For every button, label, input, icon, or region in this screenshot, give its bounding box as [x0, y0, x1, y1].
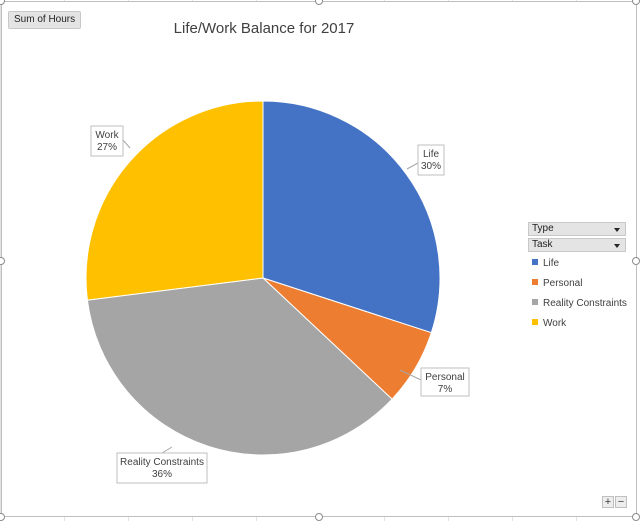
legend-item-work[interactable]: Work — [532, 317, 566, 331]
data-label-category-life: Life — [423, 149, 440, 160]
callout-leader-life — [406, 162, 419, 170]
pie-slice-work[interactable] — [85, 100, 264, 301]
data-label-category-personal: Personal — [425, 372, 464, 383]
legend-swatch — [532, 279, 538, 285]
type-filter-label: Type — [532, 223, 554, 234]
resize-handle-top-left[interactable] — [0, 0, 5, 5]
data-label-category-work: Work — [95, 130, 119, 141]
zoom-out-button[interactable]: − — [615, 496, 627, 508]
legend-swatch — [532, 319, 538, 325]
data-label-percent-reality-constraints: 36% — [152, 469, 172, 480]
legend-label: Work — [543, 318, 567, 329]
dropdown-arrow-icon — [614, 244, 620, 248]
callout-leader-work — [122, 139, 131, 149]
chart-title: Life/Work Balance for 2017 — [173, 20, 355, 37]
zoom-in-button[interactable]: + — [602, 496, 614, 508]
sum-of-hours-field-button[interactable]: Sum of Hours — [8, 11, 82, 29]
callout-leader-reality-constraints — [161, 446, 173, 454]
data-label-box-life[interactable] — [417, 144, 445, 176]
data-label-percent-life: 30% — [421, 161, 441, 172]
data-label-category-reality-constraints: Reality Constraints — [120, 457, 204, 468]
data-label-box-personal[interactable] — [420, 367, 470, 397]
legend-item-personal[interactable]: Personal — [532, 277, 582, 291]
data-label-percent-personal: 7% — [438, 384, 453, 395]
legend-label: Personal — [543, 278, 583, 289]
resize-handle-top-center[interactable] — [315, 0, 323, 5]
dropdown-arrow-icon — [614, 228, 620, 232]
resize-handle-middle-left[interactable] — [0, 257, 5, 265]
callout-leader-personal — [399, 369, 422, 381]
pie-slice-reality-constraints[interactable] — [86, 277, 393, 456]
legend-item-reality-constraints[interactable]: Reality Constraints — [532, 297, 627, 311]
pie-slice-life[interactable] — [262, 100, 441, 334]
legend-label: Life — [543, 258, 560, 269]
data-label-box-work[interactable] — [90, 125, 124, 157]
legend-swatch — [532, 299, 538, 305]
task-filter-button[interactable]: Task — [528, 238, 626, 252]
legend-item-life[interactable]: Life — [532, 257, 559, 271]
data-label-box-reality-constraints[interactable] — [116, 452, 208, 484]
legend-label: Reality Constraints — [543, 298, 627, 309]
legend-swatch — [532, 259, 538, 265]
type-filter-button[interactable]: Type — [528, 222, 626, 236]
data-label-percent-work: 27% — [97, 142, 117, 153]
task-filter-label: Task — [532, 239, 553, 250]
